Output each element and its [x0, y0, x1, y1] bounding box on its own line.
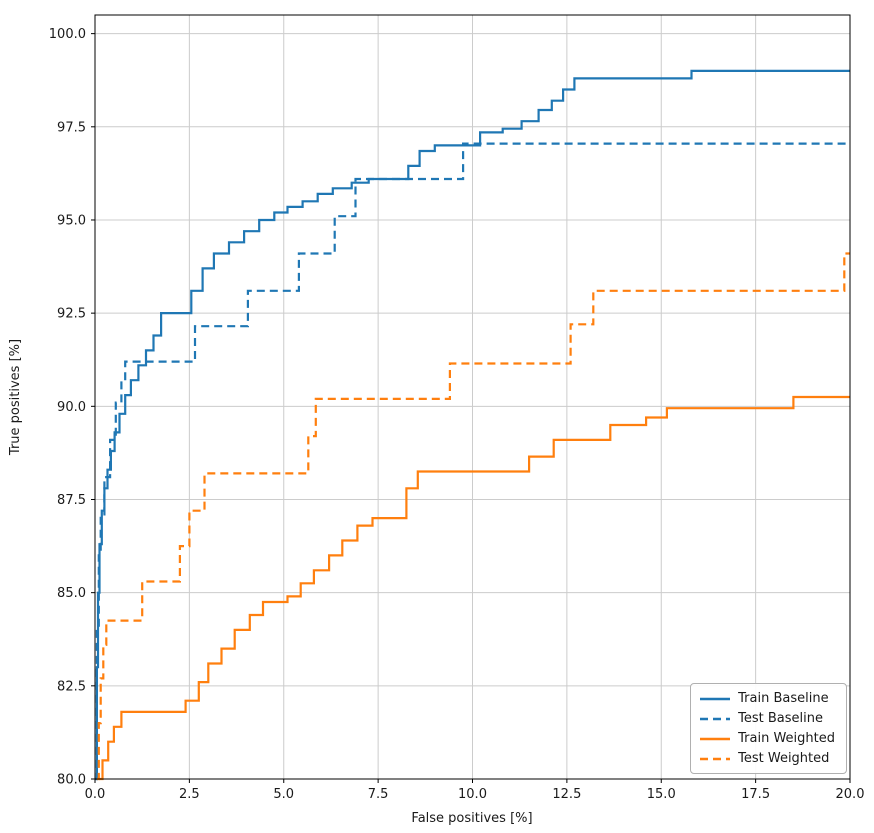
y-tick-label: 82.5 [57, 679, 86, 694]
series-train-weighted [98, 395, 850, 781]
series-test-baseline [95, 142, 850, 781]
y-tick-label: 92.5 [57, 307, 86, 322]
legend-line-sample [700, 717, 731, 720]
legend-entry-train-weighted: Train Weighted [700, 731, 835, 746]
legend-line-sample [700, 757, 731, 760]
x-tick-label: 15.0 [647, 787, 676, 802]
y-tick-label: 95.0 [57, 213, 86, 228]
legend-entry-train-baseline: Train Baseline [700, 691, 835, 706]
grid-lines [94, 15, 851, 780]
y-tick-label: 100.0 [49, 27, 86, 42]
y-tick-label: 85.0 [57, 586, 86, 601]
x-tick-label: 17.5 [741, 787, 770, 802]
legend-label: Test Weighted [738, 751, 830, 766]
legend-label: Train Baseline [738, 691, 829, 706]
y-tick-label: 97.5 [57, 120, 86, 135]
x-tick-label: 0.0 [85, 787, 106, 802]
x-tick-label: 2.5 [179, 787, 200, 802]
legend-line-sample [700, 697, 731, 700]
legend-label: Train Weighted [738, 731, 835, 746]
x-tick-label: 10.0 [458, 787, 487, 802]
x-tick-label: 5.0 [273, 787, 294, 802]
legend-entry-test-baseline: Test Baseline [700, 711, 835, 726]
x-axis-label: False positives [%] [411, 811, 532, 826]
y-axis-label: True positives [%] [8, 339, 23, 456]
y-tick-label: 80.0 [57, 773, 86, 788]
legend-label: Test Baseline [738, 711, 823, 726]
y-tick-label: 90.0 [57, 400, 86, 415]
legend-line-sample [700, 737, 731, 740]
x-tick-label: 20.0 [836, 787, 865, 802]
axes: 0.0 2.5 5.0 7.5 10.0 12.5 15.0 17.5 20.0 80.0 82.5… [49, 14, 865, 802]
legend: Train Baseline Test Baseline Train Weighte… [690, 683, 847, 774]
legend-entry-test-weighted: Test Weighted [700, 751, 835, 766]
series-test-weighted [96, 252, 850, 781]
x-tick-label: 12.5 [552, 787, 581, 802]
x-tick-label: 7.5 [368, 787, 389, 802]
y-tick-label: 87.5 [57, 493, 86, 508]
series-lines [95, 69, 850, 781]
